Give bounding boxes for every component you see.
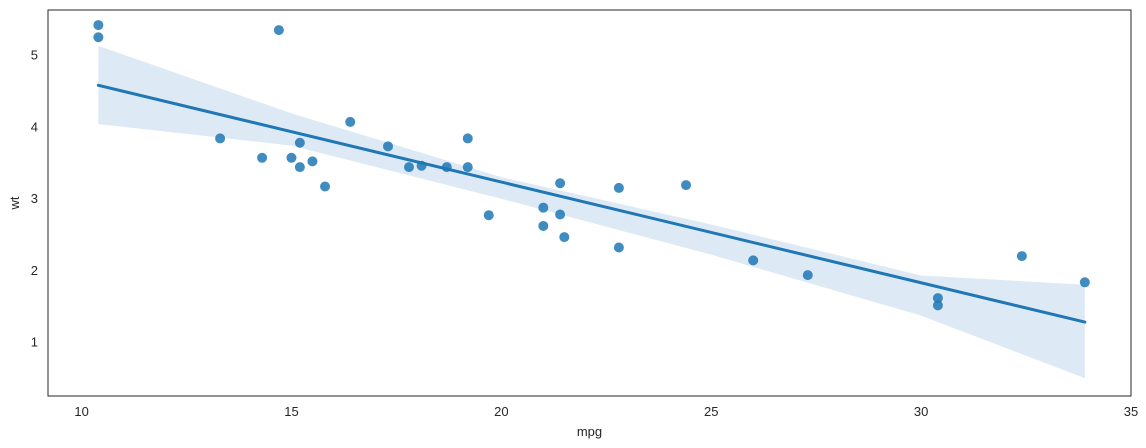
scatter-point bbox=[802, 270, 813, 281]
scatter-point bbox=[93, 20, 104, 31]
scatter-point bbox=[416, 160, 427, 171]
x-tick-label: 25 bbox=[704, 404, 718, 419]
confidence-band bbox=[98, 45, 1085, 379]
y-axis-ticks: 1 2 3 4 5 bbox=[31, 48, 38, 350]
regression-line bbox=[96, 83, 1087, 324]
plot-frame bbox=[47, 9, 1132, 397]
scatter-point bbox=[215, 133, 226, 144]
scatter-point bbox=[294, 162, 305, 173]
scatter-point bbox=[257, 152, 268, 163]
y-tick-label: 2 bbox=[31, 263, 38, 278]
scatter-point bbox=[462, 133, 473, 144]
scatter-point bbox=[613, 242, 624, 253]
x-axis-ticks: 10 15 20 25 30 35 bbox=[74, 404, 1138, 419]
scatter-point bbox=[307, 156, 318, 167]
y-axis-label: wt bbox=[7, 196, 22, 210]
scatter-point bbox=[932, 293, 943, 304]
scatter-point bbox=[555, 178, 566, 189]
scatter-point bbox=[345, 116, 356, 127]
scatter-points-layer bbox=[93, 20, 1090, 311]
x-tick-label: 10 bbox=[74, 404, 88, 419]
x-tick-label: 35 bbox=[1124, 404, 1138, 419]
x-tick-label: 15 bbox=[284, 404, 298, 419]
scatter-point bbox=[1016, 251, 1027, 262]
scatter-point bbox=[613, 182, 624, 193]
x-tick-label: 30 bbox=[914, 404, 928, 419]
scatter-point bbox=[681, 180, 692, 191]
y-tick-label: 3 bbox=[31, 191, 38, 206]
scatter-point bbox=[93, 32, 104, 43]
scatter-point bbox=[294, 137, 305, 148]
confidence-band-layer bbox=[98, 45, 1085, 379]
x-tick-label: 20 bbox=[494, 404, 508, 419]
scatter-point bbox=[555, 209, 566, 220]
scatter-point bbox=[462, 162, 473, 173]
scatter-point bbox=[286, 152, 297, 163]
y-tick-label: 5 bbox=[31, 48, 38, 63]
y-tick-label: 1 bbox=[31, 335, 38, 350]
regression-line-layer bbox=[96, 83, 1087, 324]
scatter-point bbox=[320, 181, 331, 192]
y-tick-label: 4 bbox=[31, 119, 38, 134]
scatter-point bbox=[932, 300, 943, 311]
scatter-point bbox=[441, 162, 452, 173]
scatter-point bbox=[404, 162, 414, 173]
scatter-point bbox=[483, 210, 494, 221]
scatter-point bbox=[383, 141, 394, 152]
scatter-point bbox=[538, 202, 549, 213]
scatter-point bbox=[748, 255, 759, 266]
scatter-point bbox=[559, 232, 570, 243]
scatter-point bbox=[273, 25, 284, 36]
scatter-point bbox=[1079, 277, 1090, 288]
scatter-point bbox=[538, 220, 549, 231]
x-axis-label: mpg bbox=[577, 424, 602, 439]
